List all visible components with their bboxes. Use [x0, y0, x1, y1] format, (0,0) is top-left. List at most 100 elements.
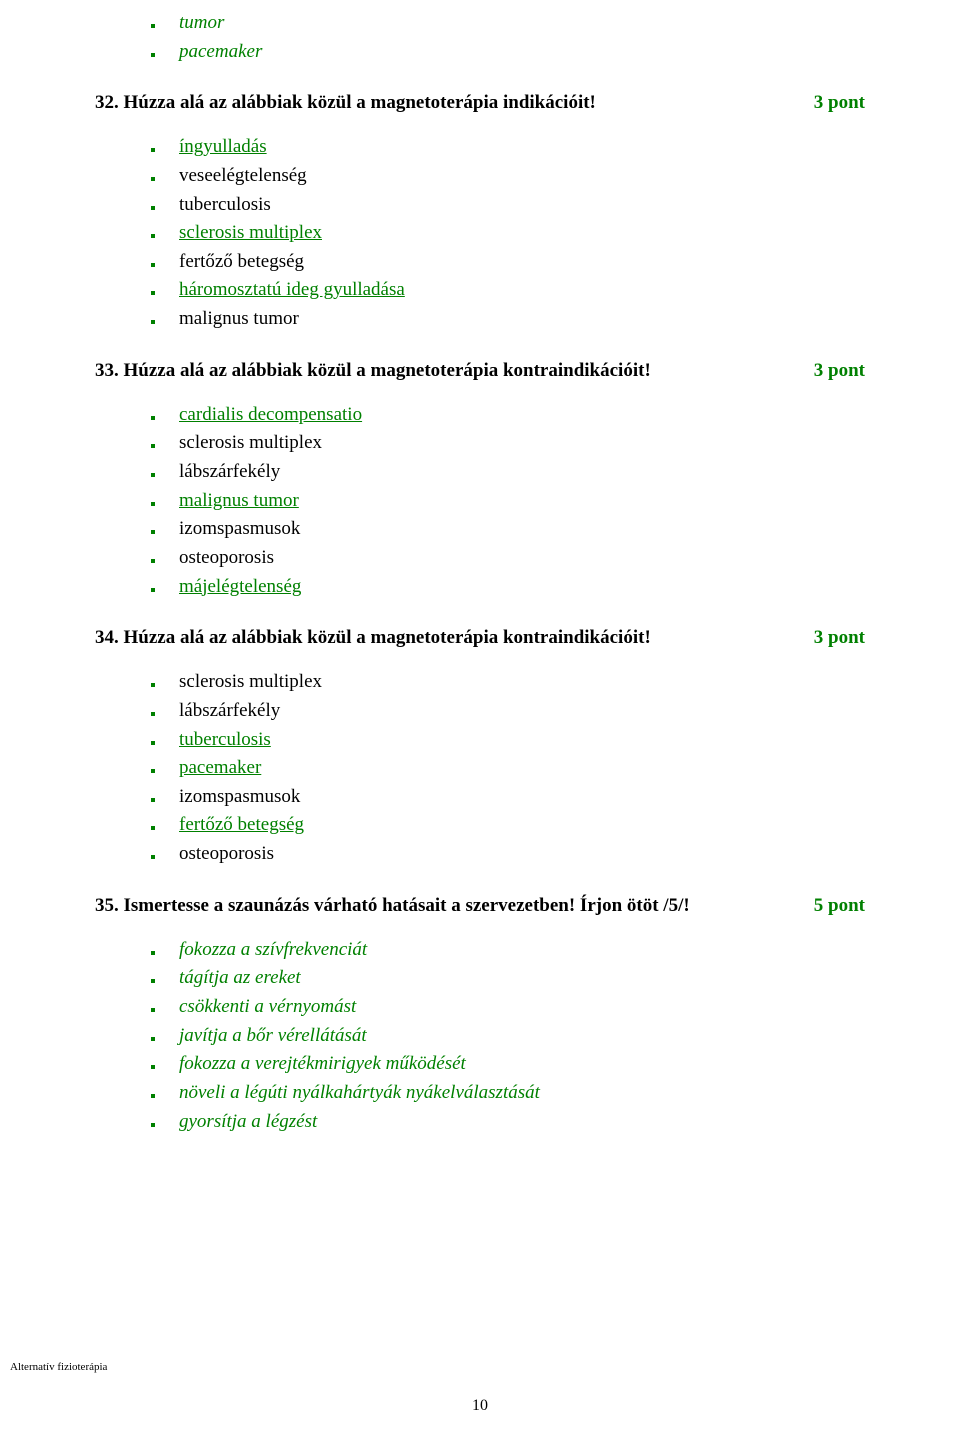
bullet-icon — [151, 1123, 155, 1127]
list-item-text: javítja a bőr vérellátását — [179, 1023, 367, 1049]
bullet-icon — [151, 826, 155, 830]
list-item: háromosztatú ideg gyulladása — [151, 277, 865, 303]
list-item: izomspasmusok — [151, 516, 865, 542]
bullet-icon — [151, 1008, 155, 1012]
list-item: lábszárfekély — [151, 698, 865, 724]
question-row: 32. Húzza alá az alábbiak közül a magnet… — [95, 92, 865, 114]
list-item-text: malignus tumor — [179, 306, 299, 332]
bullet-icon — [151, 502, 155, 506]
bullet-icon — [151, 416, 155, 420]
list-item: sclerosis multiplex — [151, 669, 865, 695]
list-item: malignus tumor — [151, 488, 865, 514]
list-item: osteoporosis — [151, 841, 865, 867]
bullet-icon — [151, 769, 155, 773]
list-item: cardialis decompensatio — [151, 402, 865, 428]
list-item-text: fertőző betegség — [179, 249, 304, 275]
list-item: sclerosis multiplex — [151, 430, 865, 456]
list-item: pacemaker — [151, 755, 865, 781]
bullet-icon — [151, 473, 155, 477]
list-item: pacemaker — [151, 39, 865, 65]
bullet-icon — [151, 444, 155, 448]
bullet-icon — [151, 263, 155, 267]
list-item: veseelégtelenség — [151, 163, 865, 189]
list-item-text: csökkenti a vérnyomást — [179, 994, 356, 1020]
list-item: malignus tumor — [151, 306, 865, 332]
list-item-text: fokozza a verejtékmirigyek működését — [179, 1051, 466, 1077]
list-item-text: osteoporosis — [179, 841, 274, 867]
list-item-text: tumor — [179, 10, 224, 36]
list-item-text: izomspasmusok — [179, 784, 300, 810]
footer-label: Alternatív fizioterápia — [10, 1361, 107, 1373]
bullet-icon — [151, 320, 155, 324]
list-item-text: cardialis decompensatio — [179, 402, 362, 428]
intro-list: tumor pacemaker — [151, 10, 865, 64]
list-item-text: fokozza a szívfrekvenciát — [179, 937, 367, 963]
answer-list: sclerosis multiplex lábszárfekély tubercul… — [151, 669, 865, 866]
page-number: 10 — [472, 1397, 488, 1415]
bullet-icon — [151, 588, 155, 592]
points-label: 3 pont — [814, 92, 865, 114]
points-label: 5 pont — [814, 895, 865, 917]
list-item-text: lábszárfekély — [179, 698, 280, 724]
list-item: tumor — [151, 10, 865, 36]
bullet-icon — [151, 855, 155, 859]
list-item: sclerosis multiplex — [151, 220, 865, 246]
list-item: javítja a bőr vérellátását — [151, 1023, 865, 1049]
list-item: izomspasmusok — [151, 784, 865, 810]
list-item: tuberculosis — [151, 192, 865, 218]
answer-list: cardialis decompensatiosclerosis multipl… — [151, 402, 865, 599]
list-item: gyorsítja a légzést — [151, 1109, 865, 1135]
list-item: fertőző betegség — [151, 249, 865, 275]
question-text: 32. Húzza alá az alábbiak közül a magnet… — [95, 92, 794, 114]
list-item-text: növeli a légúti nyálkahártyák nyákelvála… — [179, 1080, 540, 1106]
bullet-icon — [151, 979, 155, 983]
list-item-text: sclerosis multiplex — [179, 220, 322, 246]
list-item-text: pacemaker — [179, 755, 261, 781]
list-item-text: háromosztatú ideg gyulladása — [179, 277, 405, 303]
question-text: 35. Ismertesse a szaunázás várható hatás… — [95, 895, 794, 917]
bullet-icon — [151, 741, 155, 745]
question-text: 33. Húzza alá az alábbiak közül a magnet… — [95, 360, 794, 382]
answer-list: íngyulladás veseelégtelenség tuberculosiss… — [151, 134, 865, 331]
list-item-text: tuberculosis — [179, 727, 271, 753]
question-row: 34. Húzza alá az alábbiak közül a magnet… — [95, 627, 865, 649]
bullet-icon — [151, 24, 155, 28]
list-item-text: tágítja az ereket — [179, 965, 301, 991]
list-item-text: osteoporosis — [179, 545, 274, 571]
bullet-icon — [151, 206, 155, 210]
bullet-icon — [151, 1094, 155, 1098]
list-item-text: fertőző betegség — [179, 812, 304, 838]
bullet-icon — [151, 53, 155, 57]
list-item-text: májelégtelenség — [179, 574, 301, 600]
list-item: csökkenti a vérnyomást — [151, 994, 865, 1020]
list-item-text: veseelégtelenség — [179, 163, 307, 189]
list-item-text: lábszárfekély — [179, 459, 280, 485]
bullet-icon — [151, 683, 155, 687]
bullet-icon — [151, 234, 155, 238]
bullet-icon — [151, 177, 155, 181]
list-item: osteoporosis — [151, 545, 865, 571]
question-row: 35. Ismertesse a szaunázás várható hatás… — [95, 895, 865, 917]
list-item-text: malignus tumor — [179, 488, 299, 514]
list-item: tuberculosis — [151, 727, 865, 753]
question-row: 33. Húzza alá az alábbiak közül a magnet… — [95, 360, 865, 382]
list-item: tágítja az ereket — [151, 965, 865, 991]
list-item: fokozza a verejtékmirigyek működését — [151, 1051, 865, 1077]
question-text: 34. Húzza alá az alábbiak közül a magnet… — [95, 627, 794, 649]
bullet-icon — [151, 798, 155, 802]
points-label: 3 pont — [814, 627, 865, 649]
list-item: növeli a légúti nyálkahártyák nyákelvála… — [151, 1080, 865, 1106]
list-item: íngyulladás — [151, 134, 865, 160]
bullet-icon — [151, 291, 155, 295]
bullet-icon — [151, 1065, 155, 1069]
bullet-icon — [151, 951, 155, 955]
bullet-icon — [151, 1037, 155, 1041]
list-item-text: gyorsítja a légzést — [179, 1109, 317, 1135]
answer-list: fokozza a szívfrekvenciáttágítja az erek… — [151, 937, 865, 1134]
list-item-text: sclerosis multiplex — [179, 430, 322, 456]
points-label: 3 pont — [814, 360, 865, 382]
list-item-text: izomspasmusok — [179, 516, 300, 542]
list-item: fokozza a szívfrekvenciát — [151, 937, 865, 963]
list-item: májelégtelenség — [151, 574, 865, 600]
bullet-icon — [151, 559, 155, 563]
